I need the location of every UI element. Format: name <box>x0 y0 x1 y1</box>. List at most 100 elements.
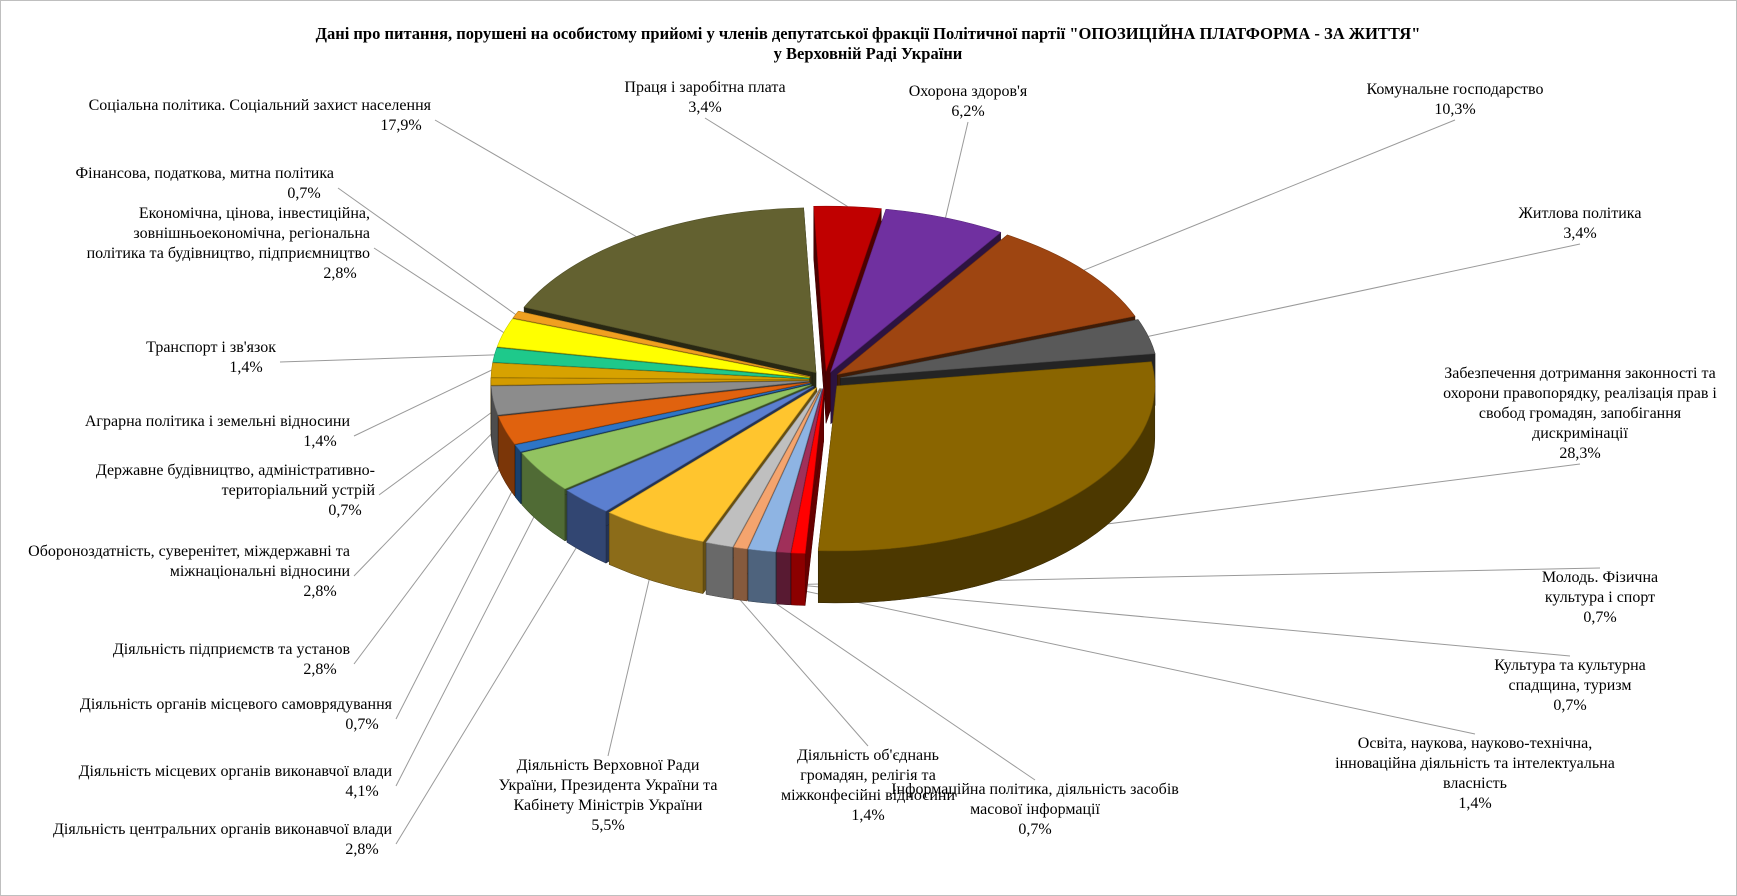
pie-slices <box>490 205 1156 606</box>
slice-label-line: Соціальна політика. Соціальний захист на… <box>89 97 432 114</box>
leader-line-20 <box>337 187 516 315</box>
slice-label-5: Молодь. Фізична культура і спорт 0,7% <box>1542 569 1658 626</box>
slice-label-line: Державне будівництво, адміністративно- <box>96 462 375 479</box>
pie-slice-wall-9-1 <box>705 542 733 600</box>
pie-slice-top-22 <box>813 205 882 372</box>
slice-label-10: Діяльність Верховної Ради України, Презид… <box>499 757 718 834</box>
leader-line-7 <box>761 581 1476 735</box>
slice-value-label: 0,7% <box>328 502 361 519</box>
slice-label-11: Діяльність центральних органів виконавчо… <box>53 821 392 858</box>
slice-label-3: Житлова політика 3,4% <box>1519 205 1642 242</box>
slice-label-line: міжнаціональні відносини <box>170 563 351 580</box>
slice-label-line: Аграрна політика і земельні відносини <box>85 413 351 430</box>
slice-label-line: охорони правопорядку, реалізація прав і <box>1443 385 1717 402</box>
slice-label-line: територіальний устрій <box>222 482 376 499</box>
slice-value-label: 2,8% <box>303 583 336 600</box>
leader-line-9 <box>718 575 869 747</box>
slice-label-line: свобод громадян, запобігання <box>1479 405 1682 422</box>
slice-label-2: Комунальне господарство 10,3% <box>1367 81 1544 118</box>
pie-slice-wall-13-1 <box>515 444 522 505</box>
slice-label-line: Діяльність органів місцевого самоврядува… <box>80 696 393 713</box>
slice-value-label: 3,4% <box>688 99 721 116</box>
leader-line-12 <box>395 502 542 787</box>
slice-value-label: 28,3% <box>1559 445 1600 462</box>
slice-label-line: Культура та культурна <box>1494 657 1646 674</box>
slice-value-label: 1,4% <box>229 359 262 376</box>
slice-value-label: 3,4% <box>1563 225 1596 242</box>
slice-label-1: Охорона здоров'я 6,2% <box>909 83 1028 120</box>
slice-label-22: Праця і заробітна плата 3,4% <box>624 79 785 116</box>
slice-label-line: Житлова політика <box>1519 205 1642 222</box>
slice-label-4: Забезпечення дотримання законності та охо… <box>1443 365 1717 462</box>
pie-slice-top-13 <box>514 383 811 453</box>
pie-slice-top-10 <box>608 387 818 542</box>
slice-label-line: Інформаційна політика, діяльність засобі… <box>891 781 1179 798</box>
leader-line-21 <box>434 119 637 238</box>
slice-label-19: Економічна, цінова, інвестиційна, зовнішн… <box>87 205 370 282</box>
slice-label-13: Діяльність органів місцевого самоврядува… <box>80 696 393 733</box>
pie-slice-top-12 <box>521 384 812 490</box>
pie-slice-top-6 <box>776 388 824 554</box>
slice-value-label: 4,1% <box>345 783 378 800</box>
slice-label-line: культура і спорт <box>1545 589 1655 606</box>
slice-label-line: Забезпечення дотримання законності та <box>1444 365 1716 382</box>
pie-slice-top-14 <box>498 382 810 445</box>
slice-label-line: власність <box>1443 775 1507 792</box>
pie-slice-top-8 <box>733 388 822 550</box>
slice-label-9: Діяльність об'єднань громадян, релігія та… <box>781 747 955 824</box>
slice-value-label: 17,9% <box>380 117 421 134</box>
pie-slice-top-18 <box>492 347 810 380</box>
slice-label-line: Охорона здоров'я <box>909 83 1028 100</box>
slice-value-label: 1,4% <box>1458 795 1491 812</box>
slice-label-line: Комунальне господарство <box>1367 81 1544 98</box>
pie-slice-wall-8-1 <box>733 546 748 602</box>
leader-line-14 <box>353 461 506 665</box>
pie-slice-top-20 <box>512 310 811 377</box>
pie-slice-top-5 <box>790 388 825 554</box>
slice-label-line: дискримінації <box>1532 425 1628 442</box>
slice-value-label: 2,8% <box>303 661 336 678</box>
slice-label-line: Діяльність центральних органів виконавчо… <box>53 821 392 838</box>
slice-label-15: Обороноздатність, суверенітет, міждержав… <box>28 543 350 600</box>
pie-slice-wall-5-1 <box>790 552 806 606</box>
slice-label-line: Діяльність Верховної Ради <box>517 757 700 774</box>
slice-label-line: Молодь. Фізична <box>1542 569 1658 586</box>
slice-label-line: громадян, релігія та <box>800 767 936 784</box>
chart-subtitle: у Верховній Раді України <box>774 44 963 63</box>
pie-slice-wall-7-1 <box>747 548 776 605</box>
pie-slice-wall-6-1 <box>776 551 791 606</box>
leader-line-22 <box>704 117 848 208</box>
slice-value-label: 2,8% <box>323 265 356 282</box>
leader-line-15 <box>353 431 494 577</box>
pie-slice-top-17 <box>490 362 810 380</box>
slice-value-label: 0,7% <box>287 185 320 202</box>
slice-label-8: Інформаційна політика, діяльність засобі… <box>891 781 1179 838</box>
slice-label-17: Аграрна політика і земельні відносини 1,4… <box>85 413 351 450</box>
leader-lines <box>279 117 1601 845</box>
slice-label-18: Транспорт і зв'язок 1,4% <box>146 339 276 376</box>
leader-line-3 <box>1148 243 1581 337</box>
slice-label-14: Діяльність підприємств та установ 2,8% <box>113 641 351 678</box>
slice-value-label: 0,7% <box>1018 821 1051 838</box>
slice-label-line: Освіта, наукова, науково-технічна, <box>1358 735 1592 752</box>
pie-slice-top-11 <box>566 385 814 512</box>
slice-label-line: Обороноздатність, суверенітет, міждержав… <box>28 543 350 560</box>
slice-label-12: Діяльність місцевих органів виконавчої в… <box>79 763 393 800</box>
slice-label-line: спадщина, туризм <box>1508 677 1631 694</box>
slice-label-7: Освіта, наукова, науково-технічна, іннова… <box>1335 735 1615 812</box>
slice-label-line: зовнішньоекономічна, регіональна <box>133 225 370 242</box>
pie-slice-top-21 <box>523 207 817 374</box>
slice-label-line: Діяльність об'єднань <box>797 747 939 764</box>
pie-slice-top-3 <box>840 319 1156 379</box>
leader-line-19 <box>373 247 504 333</box>
slice-value-label: 1,4% <box>303 433 336 450</box>
leader-line-11 <box>395 532 587 845</box>
slice-value-label: 1,4% <box>851 807 884 824</box>
slice-label-line: Праця і заробітна плата <box>624 79 785 96</box>
pie-slice-top-4 <box>817 361 1156 552</box>
slice-label-20: Фінансова, податкова, митна політика 0,7% <box>76 165 335 202</box>
slice-value-label: 0,7% <box>345 716 378 733</box>
slice-label-line: Кабінету Міністрів України <box>514 797 703 814</box>
slice-value-label: 10,3% <box>1434 101 1475 118</box>
